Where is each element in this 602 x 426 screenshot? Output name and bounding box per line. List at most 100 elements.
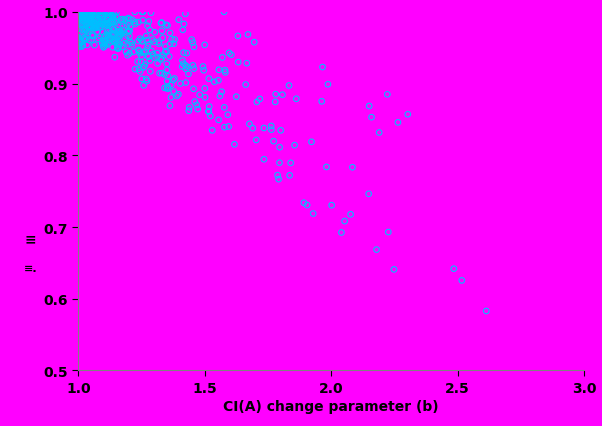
Point [140, 62, 150, 69]
Point [232, 94, 241, 101]
Point [110, 18, 120, 25]
Point [108, 26, 117, 32]
Point [99, 39, 109, 46]
Point [127, 40, 137, 47]
Point [117, 31, 126, 38]
Point [78, 9, 87, 16]
Point [91, 20, 101, 27]
Point [205, 113, 215, 120]
Point [82, 20, 92, 27]
Point [100, 22, 110, 29]
Point [87, 19, 96, 26]
Point [117, 44, 127, 51]
Point [179, 21, 189, 28]
Point [226, 52, 236, 59]
Point [99, 45, 108, 52]
Point [142, 78, 152, 85]
Point [83, 20, 93, 26]
Point [104, 37, 114, 44]
Point [181, 63, 190, 70]
Point [108, 38, 118, 45]
Point [113, 38, 122, 45]
Point [204, 109, 214, 115]
Point [302, 202, 312, 209]
Point [130, 9, 140, 16]
Point [125, 24, 135, 31]
Point [89, 17, 99, 23]
Point [88, 22, 98, 29]
Point [114, 30, 123, 37]
Point [140, 49, 150, 55]
Point [79, 36, 88, 43]
Point [102, 29, 112, 35]
Point [120, 36, 129, 43]
Point [96, 20, 105, 26]
Point [107, 15, 117, 22]
Point [93, 22, 103, 29]
Point [285, 173, 294, 179]
Point [99, 44, 108, 51]
Point [102, 15, 112, 22]
Point [184, 105, 194, 112]
Point [179, 61, 188, 68]
Point [317, 99, 326, 106]
Point [135, 69, 145, 76]
Point [161, 49, 170, 56]
Point [90, 26, 99, 32]
Point [96, 9, 106, 16]
Point [90, 15, 99, 22]
Point [134, 20, 143, 26]
Point [169, 77, 178, 84]
Point [138, 18, 147, 25]
Point [137, 9, 147, 16]
Point [163, 84, 173, 91]
Point [104, 21, 113, 28]
Point [389, 266, 399, 273]
Point [78, 19, 88, 26]
Point [112, 10, 122, 17]
Point [110, 38, 120, 45]
Point [182, 51, 191, 58]
Point [364, 191, 373, 198]
Point [105, 24, 115, 31]
Point [184, 71, 193, 78]
Point [139, 65, 149, 72]
Point [229, 141, 239, 148]
Point [85, 17, 95, 24]
Point [119, 41, 129, 48]
Point [137, 54, 146, 61]
Point [142, 37, 152, 44]
Point [138, 50, 148, 57]
Point [111, 14, 121, 21]
Point [143, 23, 152, 30]
Point [192, 102, 202, 109]
Point [139, 64, 149, 71]
Point [78, 9, 87, 16]
Point [98, 30, 107, 37]
Point [209, 79, 219, 86]
Point [173, 92, 183, 98]
Point [98, 17, 108, 23]
Point [76, 19, 85, 26]
Point [133, 39, 143, 46]
Point [99, 9, 108, 16]
Point [113, 34, 123, 41]
Point [153, 61, 163, 68]
Point [149, 55, 159, 62]
Point [80, 37, 90, 44]
Point [96, 21, 106, 28]
Point [104, 9, 113, 16]
Point [199, 68, 208, 75]
Point [141, 77, 151, 83]
Point [88, 26, 98, 33]
Point [92, 25, 101, 32]
Point [93, 16, 102, 23]
Point [215, 93, 225, 100]
Point [181, 66, 191, 73]
Point [102, 20, 112, 27]
Point [347, 164, 357, 171]
Point [89, 20, 99, 26]
Point [75, 9, 84, 16]
Point [77, 34, 87, 41]
Point [74, 10, 84, 17]
